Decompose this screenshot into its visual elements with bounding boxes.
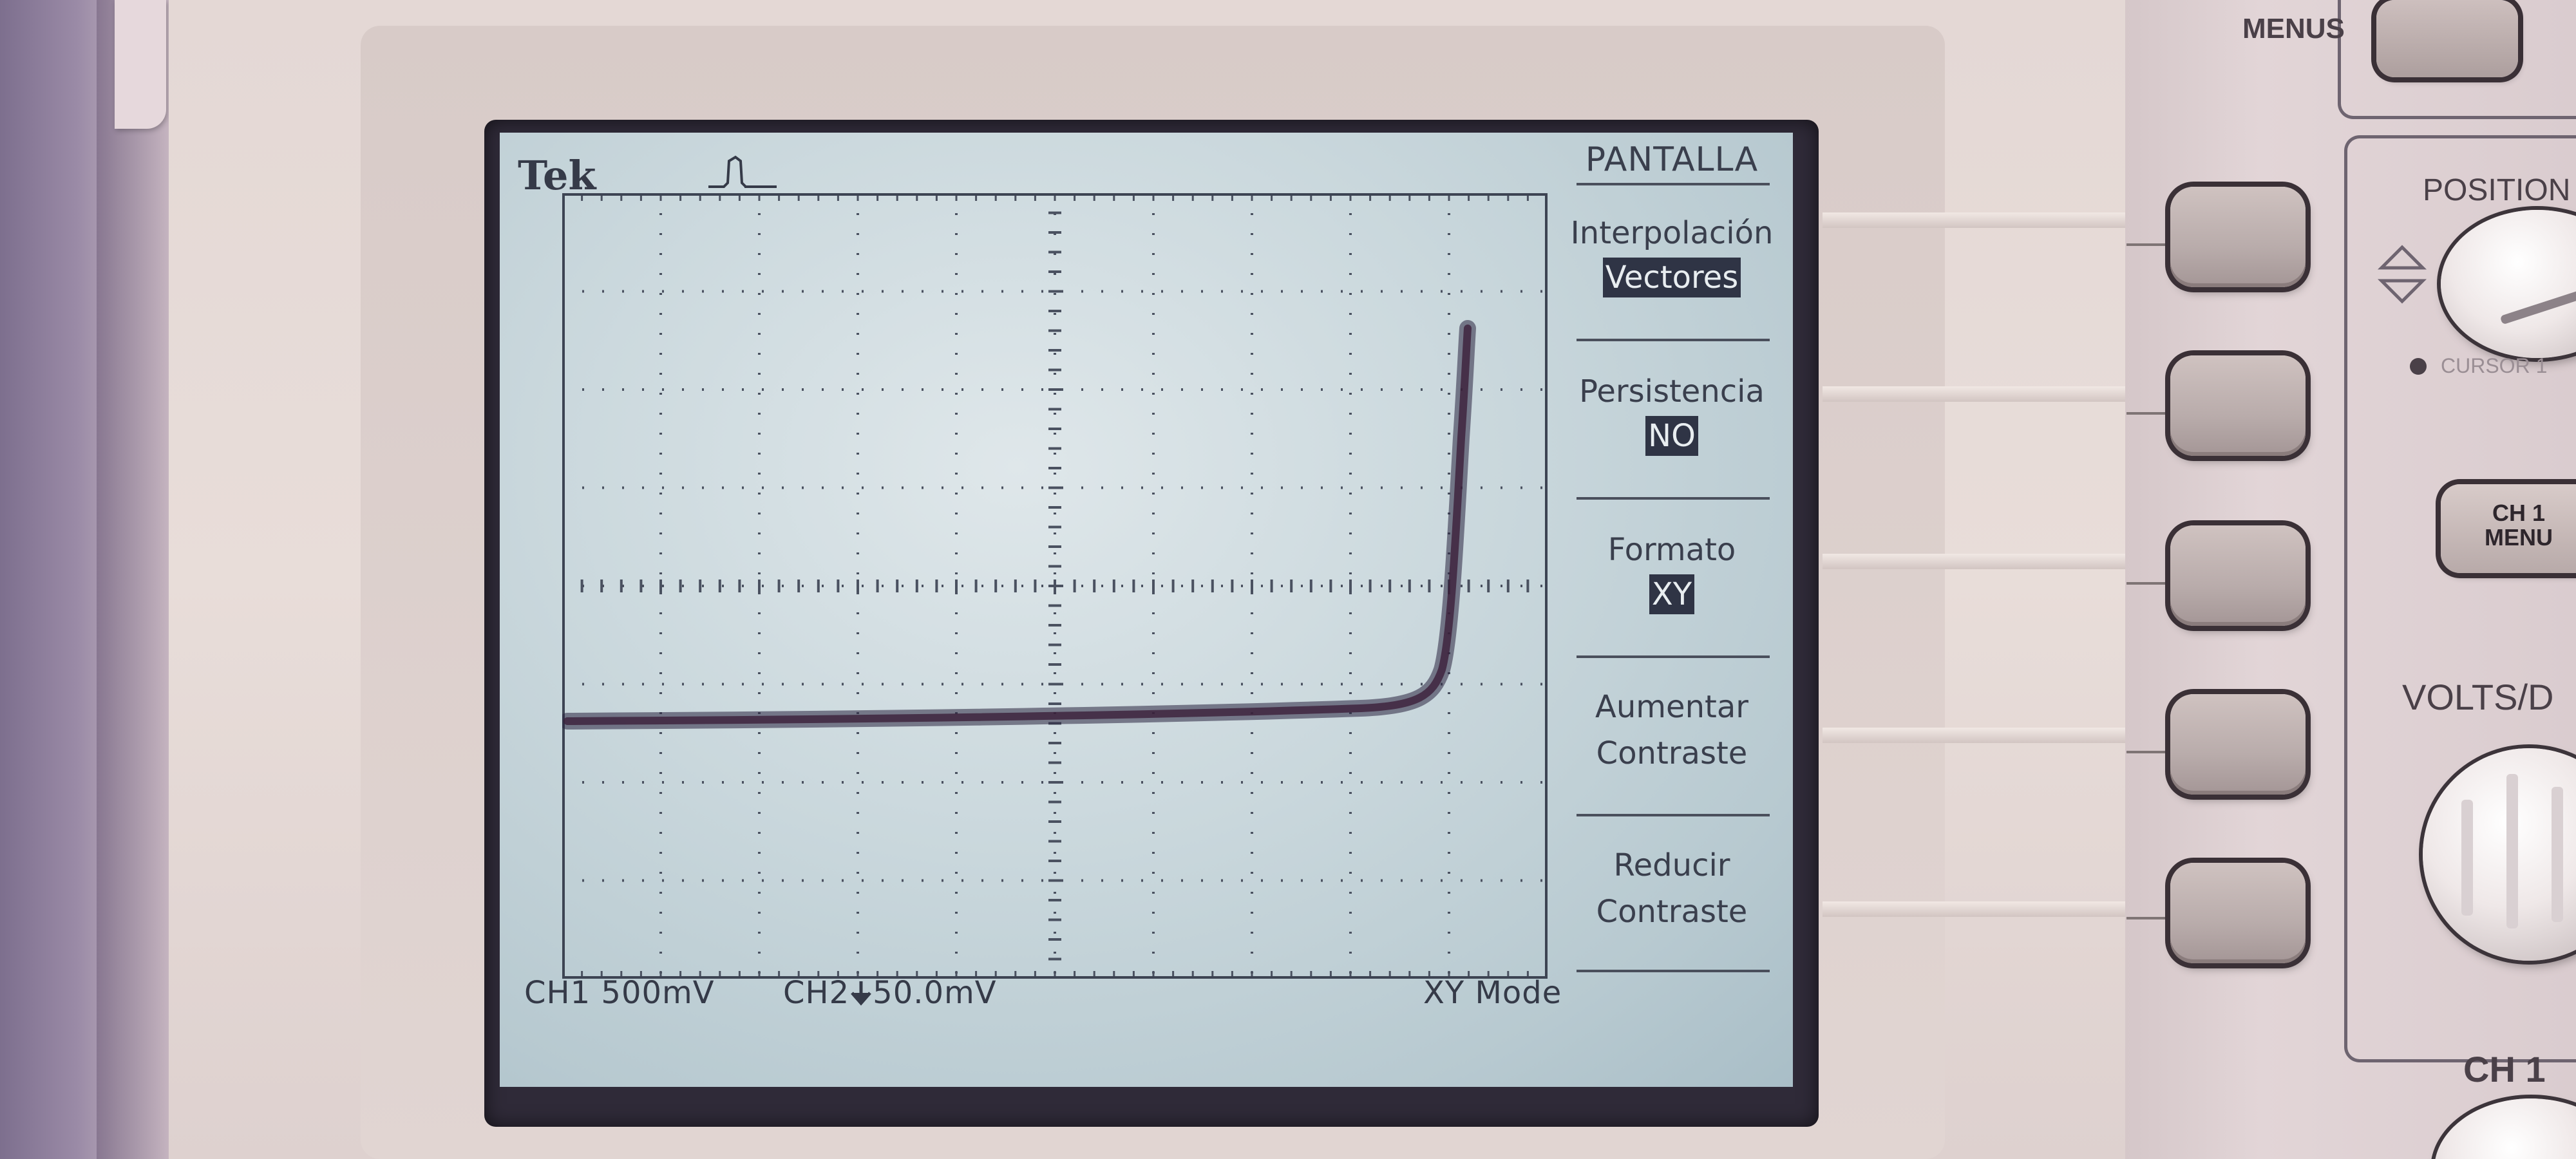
ch1-scale: CH1 500mV <box>524 975 715 1011</box>
menu-item-reducir-line2: Contraste <box>1596 894 1748 930</box>
knob-ridge <box>2506 774 2518 928</box>
ch1-menu-button[interactable] <box>2441 484 2576 573</box>
up-down-arrows-icon <box>2377 245 2427 304</box>
ch1-menu-label: CH 1 MENU <box>2485 501 2553 550</box>
knob-ridge <box>2461 800 2473 916</box>
softkey-button-2[interactable] <box>2170 355 2306 456</box>
trigger-pulse-icon <box>708 155 777 188</box>
menu-separator <box>1577 497 1770 500</box>
ch2-label: CH2 <box>783 975 850 1011</box>
graticule-border <box>562 193 1548 979</box>
menus-label: MENUS <box>2242 13 2345 44</box>
graticule <box>562 193 1548 979</box>
softkey-rail <box>1823 193 2125 1159</box>
softkey-button-1[interactable] <box>2170 187 2306 287</box>
left-shadow <box>97 0 174 1159</box>
menu-separator <box>1577 655 1770 658</box>
menu-item-aumentar-line1: Aumentar <box>1595 689 1748 725</box>
softkey-leader <box>2126 243 2172 246</box>
rail-band <box>1823 386 2125 402</box>
ch1-menu-line2: MENU <box>2485 524 2553 551</box>
xy-trace <box>562 320 1476 730</box>
ch1-menu-line1: CH 1 <box>2492 500 2546 526</box>
rail-band <box>1823 901 2125 917</box>
grid-lines <box>562 193 1548 979</box>
xy-trace-core <box>564 325 1472 725</box>
menu-item-aumentar-contraste[interactable]: Aumentar Contraste <box>1556 684 1788 777</box>
menu-item-reducir-line1: Reducir <box>1613 847 1730 883</box>
softkey-leader <box>2126 917 2172 919</box>
menu-item-interpolacion-value[interactable]: Vectores <box>1602 258 1741 297</box>
menu-item-aumentar-line2: Contraste <box>1596 735 1748 771</box>
softkey-button-3[interactable] <box>2170 525 2306 626</box>
device-left-edge <box>0 0 169 1159</box>
cursor-label: CURSOR 1 <box>2441 354 2548 377</box>
menu-separator <box>1577 183 1770 185</box>
softkey-leader <box>2126 751 2172 753</box>
menu-item-persistencia-value[interactable]: NO <box>1645 416 1698 456</box>
cursor-led <box>2410 358 2427 375</box>
oscilloscope-screen: Tek CH1 500mV CH2 50.0mV XY Mode PANTALLA… <box>500 133 1793 1087</box>
rail-band <box>1823 554 2125 569</box>
corner-tab <box>115 0 166 129</box>
position-label: POSITION <box>2423 173 2571 207</box>
knob-ridge <box>2552 787 2563 922</box>
menu-title: PANTALLA <box>1585 140 1759 179</box>
menu-item-interpolacion-label[interactable]: Interpolación <box>1570 215 1774 251</box>
down-arrow-icon <box>851 981 872 1006</box>
tek-logo: Tek <box>518 152 596 199</box>
menu-item-formato-label[interactable]: Formato <box>1607 532 1736 568</box>
rail-band <box>1823 212 2125 228</box>
xy-mode-indicator: XY Mode <box>1423 975 1562 1011</box>
ch1-panel-label: CH 1 <box>2463 1049 2546 1089</box>
softkey-button-4[interactable] <box>2170 694 2306 795</box>
menu-separator <box>1577 970 1770 972</box>
panel-outline <box>2344 135 2576 1062</box>
menus-button[interactable] <box>2376 0 2518 77</box>
softkey-button-5[interactable] <box>2170 863 2306 963</box>
panel-outline-top <box>2338 0 2576 119</box>
menu-item-reducir-contraste[interactable]: Reducir Contraste <box>1556 842 1788 935</box>
menu-separator <box>1577 339 1770 341</box>
menu-separator <box>1577 814 1770 816</box>
ch2-scale: CH2 50.0mV <box>783 975 997 1011</box>
ch2-value: 50.0mV <box>873 975 997 1011</box>
softkey-leader <box>2126 582 2172 585</box>
volts-div-label: VOLTS/D <box>2402 677 2554 717</box>
menu-item-formato-value[interactable]: XY <box>1649 574 1695 614</box>
menu-item-persistencia-label[interactable]: Persistencia <box>1579 373 1765 410</box>
knob-indicator <box>2499 284 2576 325</box>
rail-band <box>1823 728 2125 743</box>
softkey-leader <box>2126 412 2172 415</box>
